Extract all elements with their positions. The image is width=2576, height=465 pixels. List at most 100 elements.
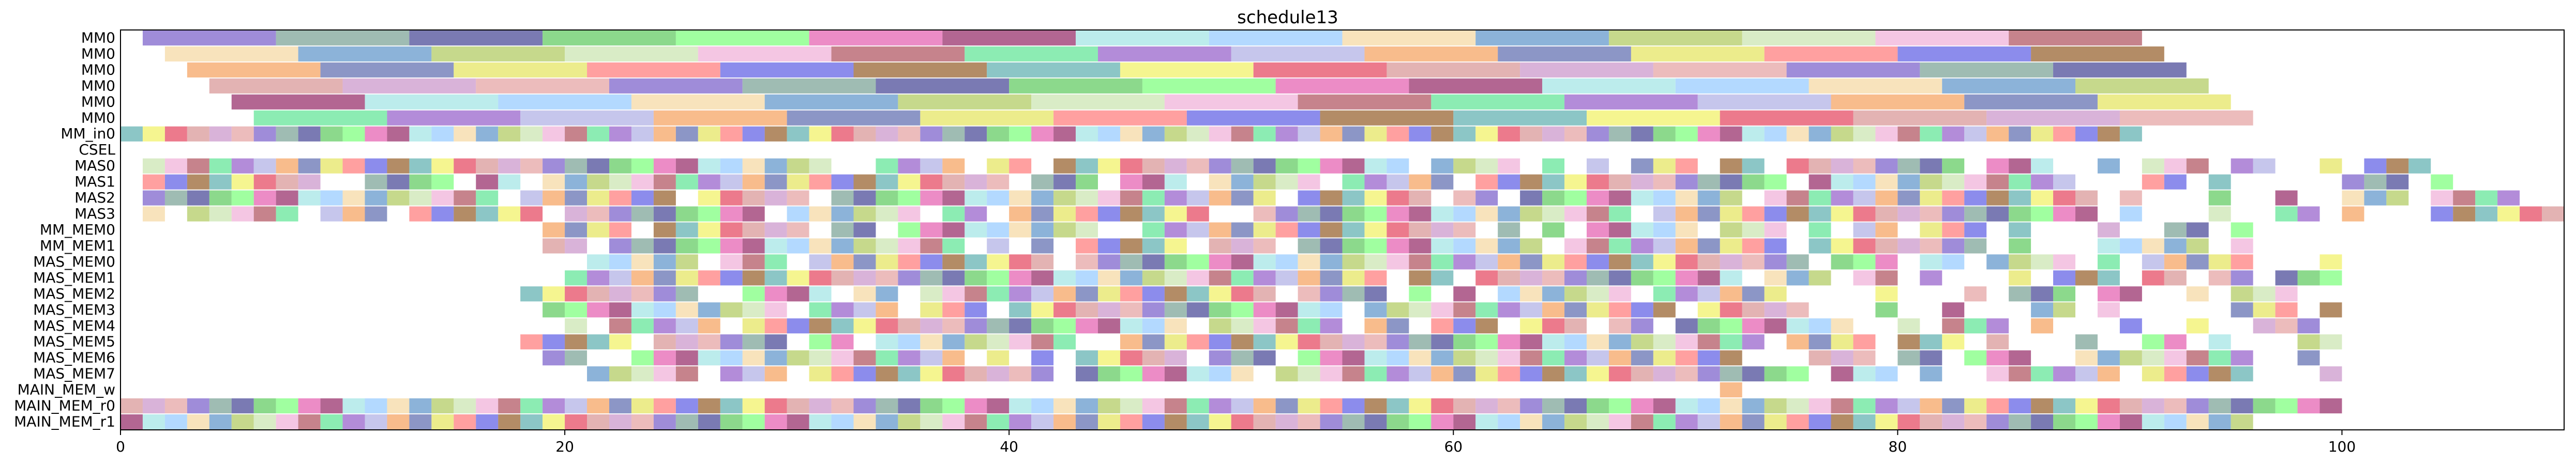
task-bar	[987, 286, 1010, 302]
task-bar	[609, 190, 631, 206]
task-bar	[876, 254, 898, 270]
task-bar	[1142, 334, 1165, 350]
task-bar	[720, 414, 743, 430]
task-bar	[853, 206, 876, 222]
task-bar	[787, 318, 809, 334]
task-bar	[2119, 414, 2142, 430]
task-bar	[653, 350, 676, 366]
task-bar	[1120, 206, 1142, 222]
task-bar	[431, 174, 454, 190]
task-bar	[1786, 302, 1809, 318]
task-bar	[520, 190, 543, 206]
task-bar	[1720, 206, 1742, 222]
task-bar	[1897, 398, 1920, 414]
task-bar	[1675, 254, 1698, 270]
task-bar	[2031, 126, 2054, 142]
task-bar	[698, 190, 720, 206]
task-bar	[2031, 366, 2054, 382]
task-bar	[543, 398, 565, 414]
task-bar	[853, 270, 876, 286]
task-bar	[2119, 350, 2142, 366]
task-bar	[1564, 94, 1698, 110]
task-bar	[543, 126, 565, 142]
task-bar	[809, 318, 832, 334]
task-bar	[1475, 30, 1609, 46]
task-bar	[942, 30, 1076, 46]
task-bar	[1920, 158, 1942, 174]
task-bar	[1342, 190, 1365, 206]
task-bar	[965, 206, 987, 222]
task-bar	[1409, 414, 1432, 430]
task-bar	[1942, 190, 1965, 206]
task-bar	[698, 270, 720, 286]
task-bar	[1587, 414, 1609, 430]
task-bar	[876, 78, 1010, 94]
task-bar	[1231, 350, 1254, 366]
task-bar	[2142, 174, 2164, 190]
task-bar	[1653, 254, 1676, 270]
task-bar	[831, 350, 854, 366]
task-bar	[631, 398, 654, 414]
task-bar	[764, 158, 787, 174]
task-bar	[2186, 366, 2209, 382]
x-tick-label: 60	[1444, 438, 1463, 455]
task-bar	[1409, 206, 1432, 222]
task-bar	[2009, 190, 2031, 206]
task-bar	[387, 126, 410, 142]
task-bar	[1764, 238, 1787, 254]
task-bar	[1298, 254, 1320, 270]
task-bar	[1786, 62, 1920, 78]
task-bar	[1853, 190, 1876, 206]
task-bar	[1253, 318, 1276, 334]
task-bar	[1897, 334, 1920, 350]
row-label: MAS_MEM3	[33, 301, 115, 318]
task-bar	[631, 126, 654, 142]
task-bar	[1942, 398, 1965, 414]
task-bar	[1364, 286, 1387, 302]
task-bar	[1253, 238, 1276, 254]
task-bar	[454, 190, 476, 206]
task-bar	[853, 286, 876, 302]
task-bar	[1786, 414, 1809, 430]
task-bar	[1720, 318, 1742, 334]
task-bar	[1475, 206, 1498, 222]
task-bar	[831, 414, 854, 430]
task-bar	[987, 270, 1010, 286]
task-bar	[543, 158, 565, 174]
task-bar	[1853, 334, 1876, 350]
task-bar	[609, 158, 631, 174]
task-bar	[543, 334, 565, 350]
task-bar	[1120, 158, 1142, 174]
task-bar	[1809, 222, 1831, 238]
task-bar	[1875, 254, 1898, 270]
task-bar	[675, 350, 698, 366]
task-bar	[965, 318, 987, 334]
task-bar	[1964, 286, 1987, 302]
task-bar	[720, 222, 743, 238]
task-bar	[898, 238, 921, 254]
task-bar	[1098, 158, 1120, 174]
task-bar	[1120, 302, 1142, 318]
task-bar	[631, 206, 654, 222]
task-bar	[1853, 414, 1876, 430]
task-bar	[1564, 286, 1587, 302]
task-bar	[2542, 206, 2564, 222]
task-bar	[876, 270, 898, 286]
task-bar	[1298, 94, 1432, 110]
task-bar	[853, 398, 876, 414]
task-bar	[965, 190, 987, 206]
task-bar	[631, 238, 654, 254]
task-bar	[1853, 126, 1876, 142]
task-bar	[1431, 254, 1454, 270]
task-bar	[1009, 302, 1032, 318]
task-bar	[1142, 414, 1165, 430]
task-bar	[1475, 174, 1498, 190]
task-bar	[1120, 414, 1142, 430]
task-bar	[1853, 350, 1876, 366]
task-bar	[942, 414, 965, 430]
task-bar	[2053, 126, 2075, 142]
task-bar	[1031, 334, 1054, 350]
task-bar	[1498, 238, 1520, 254]
task-bar	[1253, 126, 1276, 142]
task-bar	[1897, 414, 1920, 430]
